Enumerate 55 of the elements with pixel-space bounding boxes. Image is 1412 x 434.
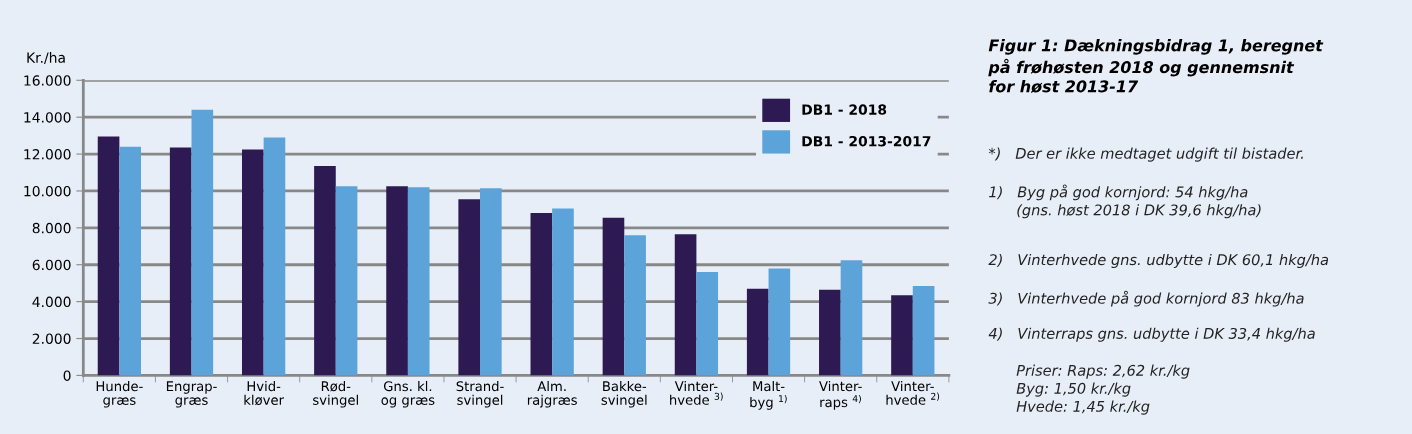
- y-tick-label: 16.000: [24, 75, 71, 86]
- x-tick-label: Engrap- græs: [166, 381, 217, 408]
- bar: [97, 136, 120, 376]
- text: Priser: Raps: 2,62 kr./kg Byg: 1,50 kr./kg Hvede: 1,45 kr./kg: [1016, 364, 1190, 415]
- bar: [386, 186, 408, 376]
- x-tick-label: Alm. rajgræs: [527, 380, 577, 408]
- text: 3) Vinterhvede på god kornjord 83 hkg/ha: [988, 290, 1304, 307]
- legend-label: DB1 - 2018: [802, 104, 887, 115]
- x-tick-label: Vinter- raps $^{4)}$: [819, 380, 862, 410]
- y-tick-label: 6.000: [32, 259, 71, 271]
- bar: [602, 217, 625, 376]
- y-tick-label: 2.000: [32, 333, 71, 344]
- y-tick-label: 10.000: [24, 185, 71, 197]
- legend-label: DB1 - 2013-2017: [802, 135, 931, 147]
- y-tick-label: 14.000: [24, 112, 71, 123]
- bar: [840, 260, 863, 376]
- bar: [624, 235, 646, 376]
- x-tick-label: Vinter- hvede $^{3)}$: [670, 380, 723, 405]
- bar: [241, 149, 264, 376]
- text: Figur 1: Dækningsbidrag 1, beregnet på frøhøsten 2018 og gennemsnit for høst 2013-17: [988, 39, 1324, 93]
- y-tick-label: 12.000: [24, 149, 71, 160]
- text: 4) Vinterraps gns. udbytte i DK 33,4 hkg/ha: [988, 327, 1315, 342]
- x-tick-label: Strand- svingel: [456, 380, 504, 408]
- bar: [696, 272, 719, 376]
- x-tick-label: Rød- svingel: [313, 380, 358, 408]
- bar: [480, 188, 502, 376]
- text: 1) Byg på god kornjord: 54 hkg/ha (gns. høst 2018 i DK 39,6 hkg/ha): [989, 184, 1261, 219]
- bar: [119, 146, 142, 376]
- text: *) Der er ikke medtaget udgift til bistader.: [988, 147, 1303, 162]
- y-tick-label: 4.000: [32, 296, 71, 308]
- y-tick-label: 0: [63, 370, 71, 381]
- bar: [552, 208, 574, 376]
- x-tick-label: Vinter- hvede $^{2)}$: [886, 380, 940, 405]
- x-tick-label: Hunde- græs: [96, 380, 143, 408]
- bar: [263, 137, 286, 376]
- x-tick-label: Malt- byg $^{1)}$: [750, 380, 787, 410]
- bar: [530, 213, 553, 376]
- x-tick-label: Gns. kl. og græs: [381, 380, 435, 408]
- bar: [768, 268, 791, 376]
- bar: [912, 285, 935, 376]
- x-tick-label: Bakke- svingel: [601, 380, 647, 408]
- y-axis-title: Kr./ha: [27, 52, 65, 64]
- bar: [407, 187, 430, 376]
- bar: [335, 186, 358, 376]
- bar: [674, 234, 697, 376]
- bar: [891, 295, 913, 376]
- bar: [819, 289, 841, 376]
- x-tick-label: Hvid- kløver: [244, 380, 284, 406]
- bar: [458, 199, 481, 376]
- bar: [191, 109, 214, 376]
- y-tick-label: 8.000: [32, 222, 71, 234]
- text: 2) Vinterhvede gns. udbytte i DK 60,1 hkg/ha: [988, 253, 1329, 268]
- bar: [314, 166, 336, 376]
- bar: [169, 147, 192, 376]
- bar: [746, 288, 769, 376]
